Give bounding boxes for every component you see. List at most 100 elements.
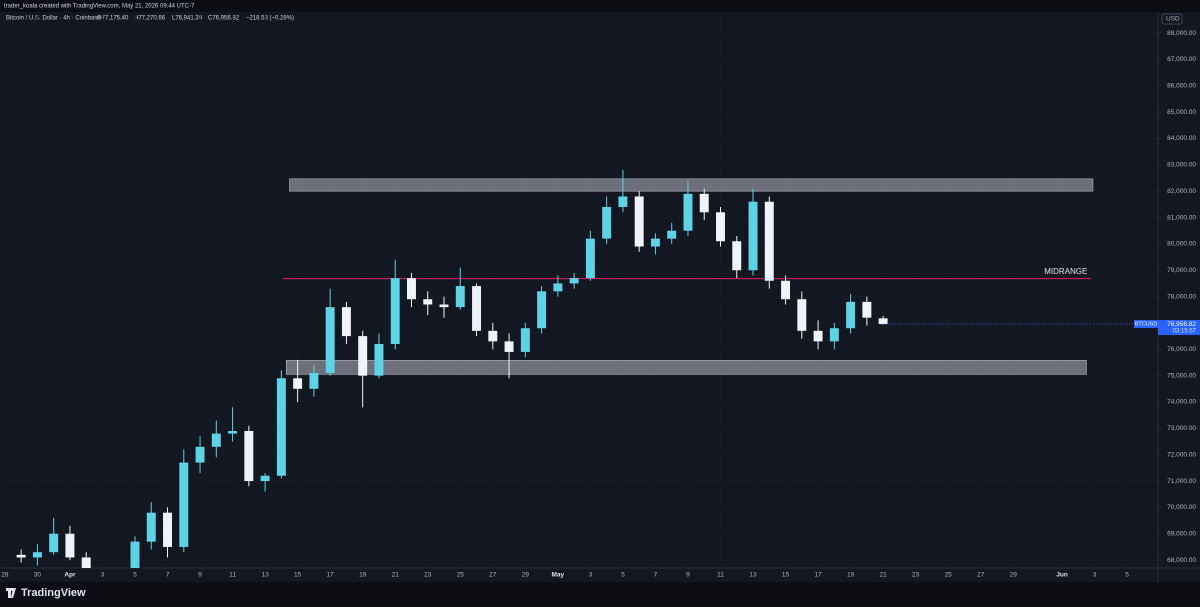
x-tick-label: 25 (945, 572, 953, 579)
y-tick-label: 69,000.00 (1167, 530, 1196, 537)
x-tick-label: 27 (977, 572, 985, 579)
plot-area (0, 12, 1158, 568)
candle-body (32, 552, 42, 558)
overlay: 68,000.00 69,000.00 70,000.00 71,000.00 72,0… (1, 30, 1200, 579)
candle-body (618, 196, 628, 207)
symbol-info: Bitcoin / U.S. Dollar · 4h · Coinbase (6, 16, 101, 22)
y-tick-label: 78,000.00 (1167, 293, 1196, 300)
x-tick-label: 3 (1093, 572, 1097, 579)
ohlc-close: C76,956.82 (208, 16, 240, 22)
logo: TradingView (6, 587, 86, 599)
candle-body (130, 541, 140, 568)
currency-box (1161, 13, 1183, 25)
candle-body (748, 201, 758, 271)
x-tick-label: 29 (522, 572, 530, 579)
candle-body (228, 430, 238, 434)
x-tick-label: 29 (1010, 572, 1018, 579)
y-tick-label: 82,000.00 (1167, 188, 1196, 195)
candle-body (553, 283, 563, 292)
candle-body (260, 475, 270, 482)
x-tick-label: 5 (1125, 572, 1129, 579)
candle-body (293, 378, 303, 389)
y-tick-label: 80,000.00 (1167, 241, 1196, 248)
candle-body (650, 238, 660, 247)
level-label: MIDRANGE (1044, 267, 1087, 276)
candle-body (602, 206, 612, 239)
x-tick-label: 13 (261, 572, 269, 579)
candle-body (699, 193, 709, 213)
candle-body (309, 373, 319, 389)
countdown: 03:15:57 (1173, 329, 1197, 335)
candle-body (195, 446, 205, 463)
logo-mark (6, 588, 16, 598)
y-tick-label: 87,000.00 (1167, 56, 1196, 63)
plot: MIDRANGE (0, 12, 1158, 568)
candle-body (537, 291, 547, 329)
x-tick-label: 27 (489, 572, 497, 579)
candle-body (211, 433, 221, 447)
x-tick-label: 13 (749, 572, 757, 579)
price-tag (1158, 320, 1200, 336)
x-tick-label: 3 (101, 572, 105, 579)
x-tick-label: 7 (166, 572, 170, 579)
x-tick-label: Apr (64, 572, 76, 579)
candle-body (81, 557, 91, 568)
x-tick-label: Jun (1056, 572, 1068, 579)
candle-body (244, 430, 254, 482)
candle-body (585, 238, 595, 279)
zone (285, 360, 1087, 375)
candle-body (472, 286, 482, 331)
currency: USD (1166, 16, 1180, 23)
x-tick-label: 19 (359, 572, 367, 579)
ohlc-high: H77,270.66 (134, 16, 166, 22)
zone (289, 178, 1094, 192)
y-tick-label: 84,000.00 (1167, 135, 1196, 142)
x-tick-label: 3 (589, 572, 593, 579)
price-axis (1158, 12, 1200, 582)
x-tick-label: 5 (133, 572, 137, 579)
candle-body (423, 299, 433, 305)
y-tick-label: 76,000.00 (1167, 346, 1196, 353)
candle-body (764, 201, 774, 281)
y-tick-label: 86,000.00 (1167, 83, 1196, 90)
x-tick-label: 23 (424, 572, 432, 579)
x-tick-label: 11 (229, 572, 236, 579)
y-tick-label: 83,000.00 (1167, 162, 1196, 169)
symbol-tag (1134, 320, 1158, 329)
candle-body (325, 307, 335, 374)
x-tick-label: 9 (686, 572, 690, 579)
x-tick-label: 17 (327, 572, 335, 579)
candle-body (439, 304, 449, 308)
x-tick-label: May (552, 572, 565, 579)
x-tick-label: 15 (782, 572, 790, 579)
candle-body (781, 280, 791, 300)
candle-body (163, 512, 172, 547)
x-tick-label: 11 (717, 572, 724, 579)
candle-body (732, 241, 742, 271)
y-tick-label: 79,000.00 (1167, 267, 1196, 274)
candle-body (667, 230, 677, 239)
y-tick-label: 71,000.00 (1167, 478, 1196, 485)
candle-body (65, 533, 75, 558)
x-tick-label: 17 (814, 572, 822, 579)
x-tick-label: 23 (912, 572, 920, 579)
candle-body (504, 341, 514, 352)
x-tick-label: 21 (880, 572, 888, 579)
x-tick-label: 5 (621, 572, 625, 579)
x-tick-label: 30 (34, 572, 42, 579)
brand: TradingView (21, 587, 86, 599)
candle-body (455, 286, 465, 308)
candle-body (488, 330, 498, 342)
candle-body (829, 328, 839, 342)
candle-body (341, 307, 351, 337)
candle-body (390, 278, 400, 345)
x-tick-label: 25 (457, 572, 465, 579)
candle-body (569, 278, 579, 284)
candle-body (683, 193, 693, 231)
y-tick-label: 74,000.00 (1167, 399, 1196, 406)
ohlc-open: O77,175.40 (97, 16, 129, 22)
candle-body (716, 212, 725, 242)
y-tick-label: 85,000.00 (1167, 109, 1196, 116)
